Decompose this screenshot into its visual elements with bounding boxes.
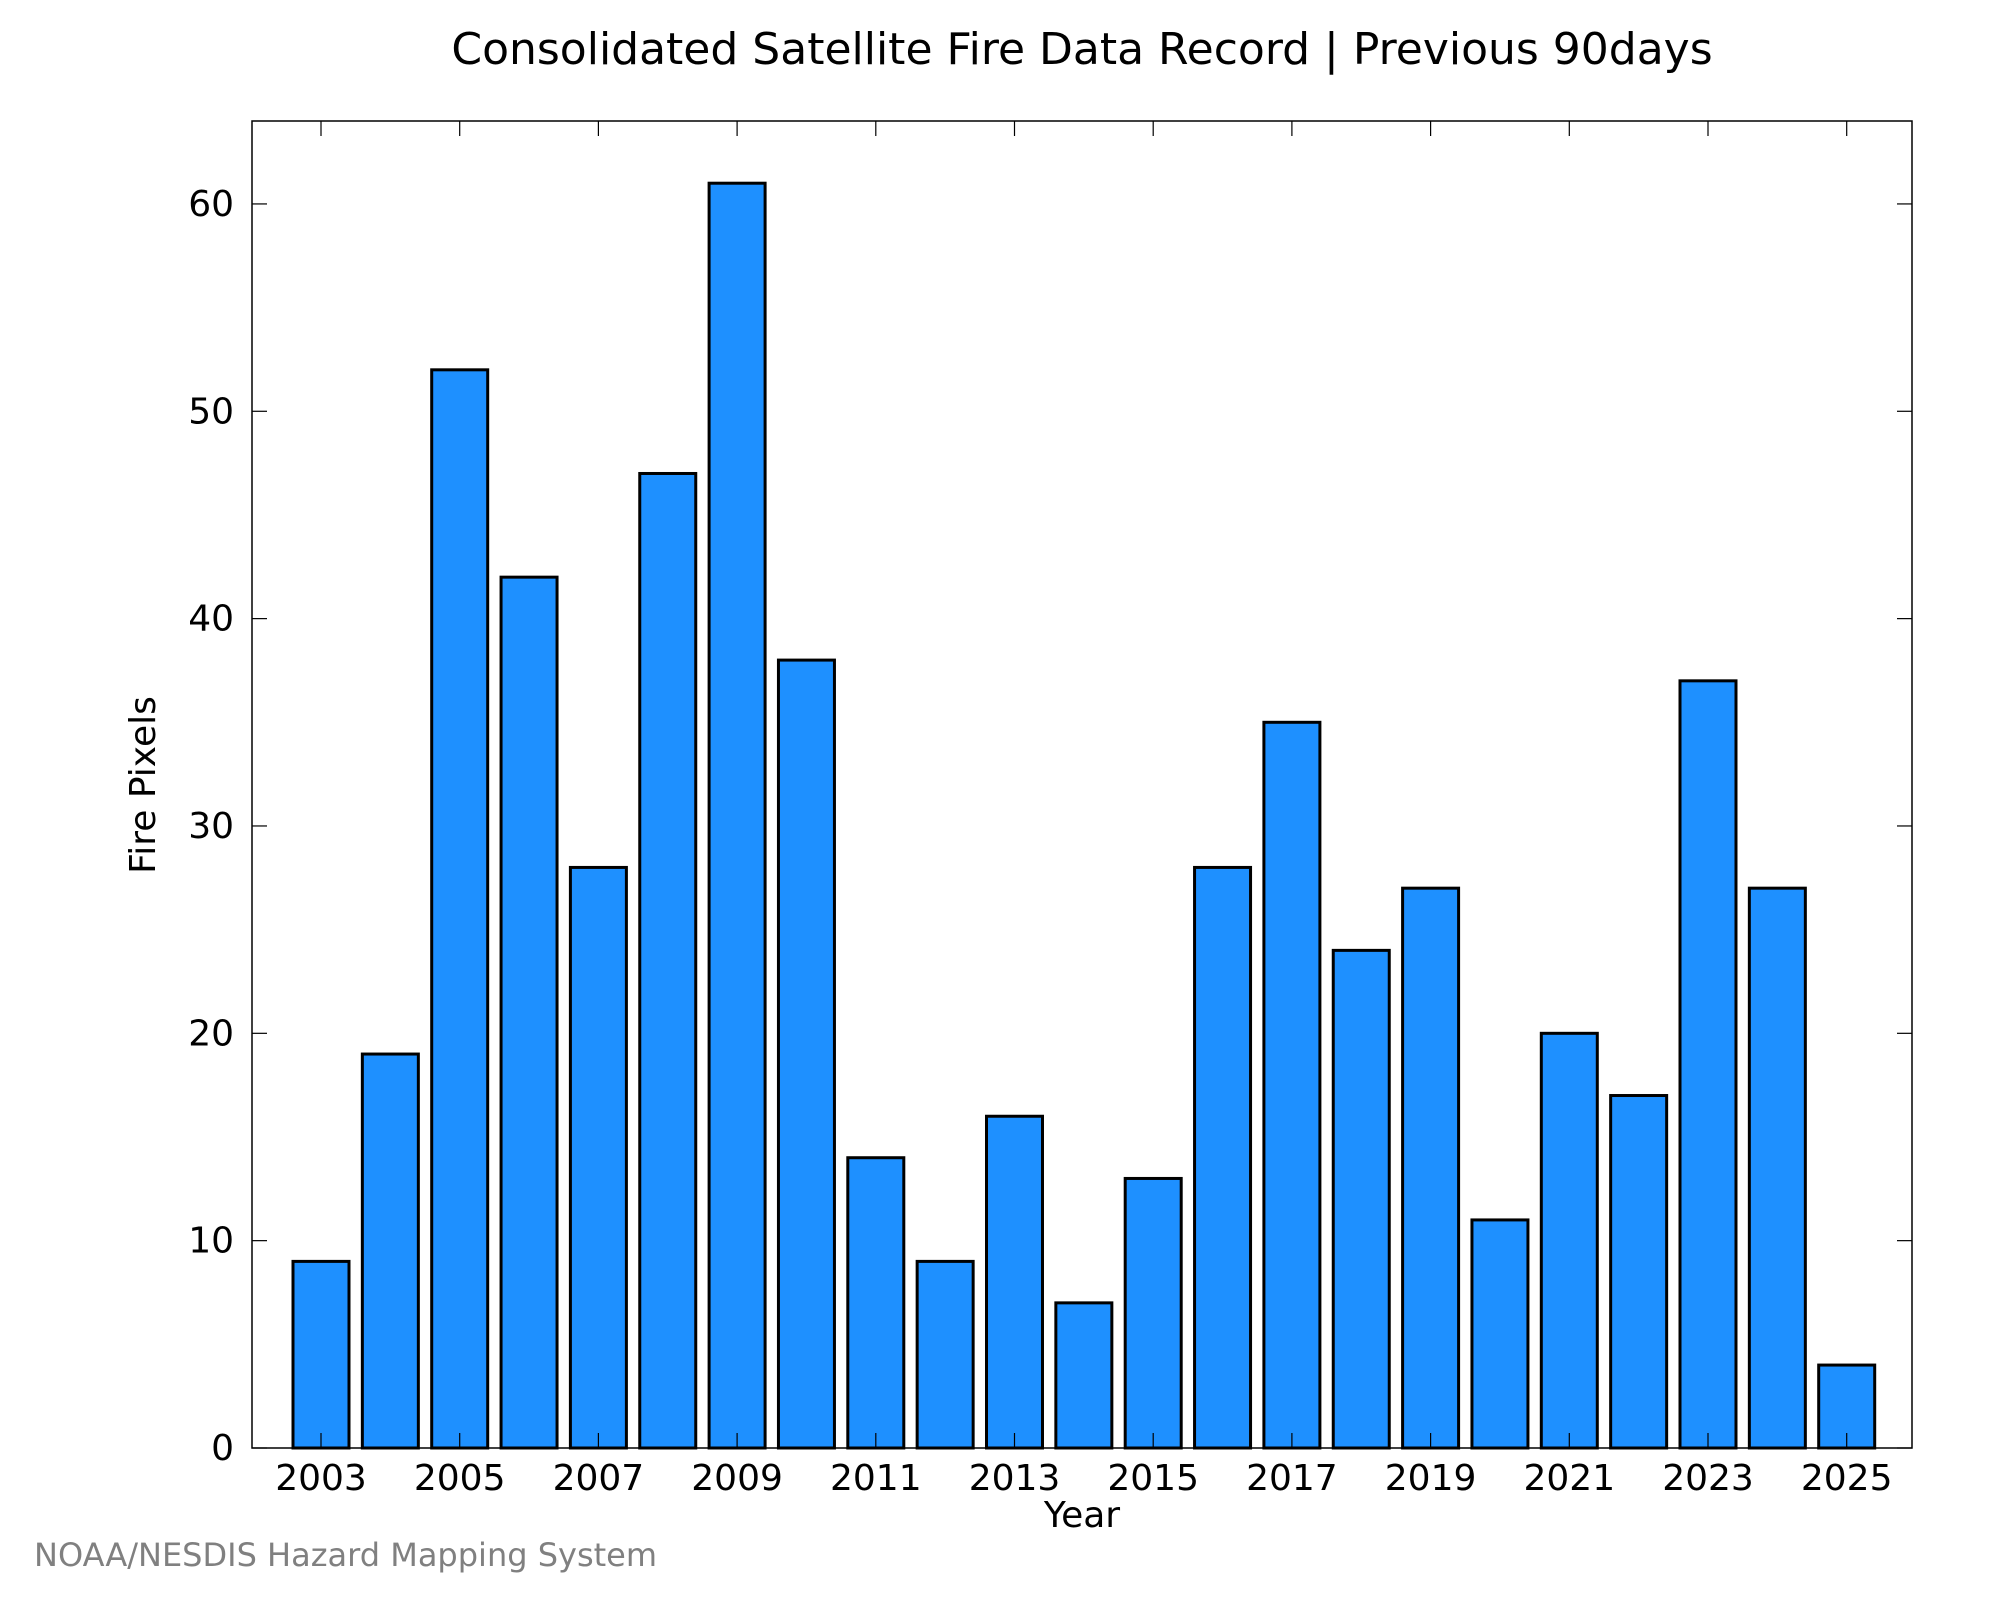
bar-2004 [360,1052,420,1450]
y-axis-label: Fire Pixels [123,696,164,874]
bar-2017 [1262,720,1322,1450]
ticks-group [252,121,1912,1449]
x-tick-label: 2009 [691,1458,783,1499]
x-tick-label: 2023 [1662,1458,1754,1499]
y-tick-label: 50 [188,391,234,432]
bar-2021 [1539,1031,1599,1450]
x-tick-label: 2007 [553,1458,645,1499]
bar-2003 [291,1259,351,1450]
bar-2020 [1470,1218,1530,1450]
y-tick-label: 0 [211,1428,234,1469]
chart-title: Consolidated Satellite Fire Data Record … [451,24,1712,75]
y-tick-label: 30 [188,806,234,847]
bar-2009 [707,181,767,1450]
bar-2010 [776,658,836,1450]
bar-2008 [638,471,698,1450]
bar-2018 [1331,948,1391,1450]
bar-2016 [1193,865,1253,1450]
y-tick-label: 20 [188,1013,234,1054]
x-tick-label: 2021 [1523,1458,1615,1499]
bar-2007 [568,865,628,1450]
credit-text: NOAA/NESDIS Hazard Mapping System [34,1536,658,1574]
x-axis-label: Year [1043,1495,1120,1536]
bar-2019 [1401,886,1461,1450]
x-tick-label: 2003 [275,1458,367,1499]
bar-2011 [846,1156,906,1450]
bar-2015 [1123,1176,1183,1450]
bar-2014 [1054,1301,1114,1450]
plot-frame [251,120,1913,1449]
bars-group [291,181,1877,1450]
x-tick-label: 2011 [830,1458,922,1499]
x-tick-label: 2025 [1801,1458,1893,1499]
x-tick-label: 2013 [969,1458,1061,1499]
x-tick-label: 2019 [1385,1458,1477,1499]
y-tick-label: 40 [188,599,234,640]
x-tick-labels: 2003 2005 2007 2009 2011 2013 2015 2017 2019 2021… [275,1458,1892,1499]
bar-2024 [1747,886,1807,1450]
bar-2012 [915,1259,975,1450]
y-tick-label: 10 [188,1221,234,1262]
y-tick-label: 60 [188,184,234,225]
bar-2006 [499,575,559,1450]
x-tick-label: 2015 [1107,1458,1199,1499]
x-tick-label: 2005 [414,1458,506,1499]
bar-2005 [430,368,490,1450]
x-tick-label: 2017 [1246,1458,1338,1499]
y-tick-labels: 0 10 20 30 40 50 60 [188,184,234,1469]
bar-2023 [1678,679,1738,1450]
bar-2022 [1609,1094,1669,1450]
bar-2013 [985,1114,1044,1450]
